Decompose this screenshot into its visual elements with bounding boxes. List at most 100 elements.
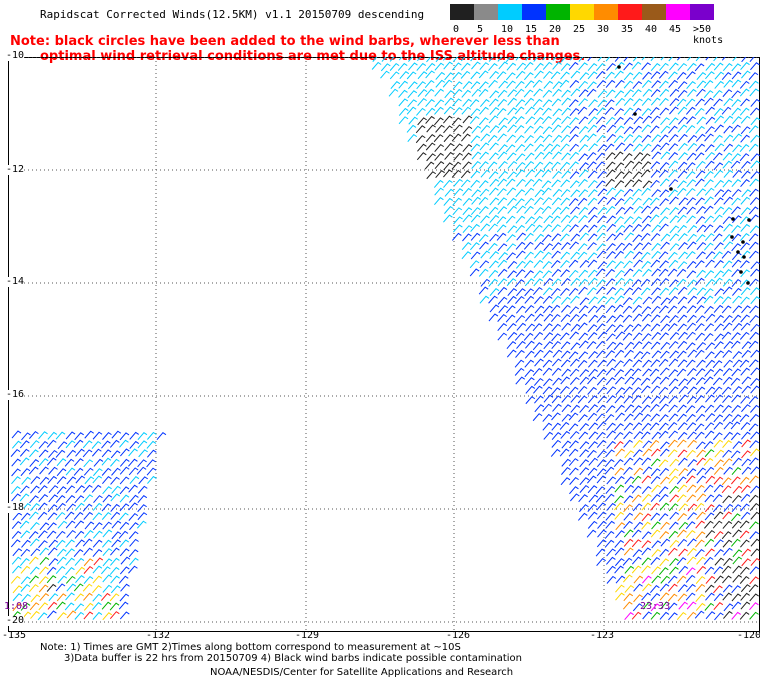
wind-barb bbox=[703, 295, 714, 304]
wind-barb bbox=[704, 97, 714, 106]
wind-barb bbox=[469, 99, 480, 107]
wind-barb bbox=[110, 503, 120, 512]
wind-barb bbox=[687, 225, 698, 233]
wind-barb bbox=[605, 268, 615, 277]
wind-barb bbox=[479, 81, 489, 90]
wind-barb bbox=[749, 413, 760, 422]
wind-barb bbox=[507, 116, 518, 125]
wind-barb bbox=[640, 169, 651, 178]
wind-barb bbox=[560, 296, 571, 305]
wind-barb bbox=[64, 458, 75, 467]
wind-barb bbox=[741, 548, 752, 557]
wind-barb bbox=[578, 143, 589, 152]
wind-barb bbox=[20, 602, 31, 611]
wind-barb bbox=[417, 57, 422, 61]
wind-barb bbox=[650, 359, 661, 368]
wind-barb bbox=[723, 97, 734, 106]
wind-barb bbox=[525, 57, 530, 61]
wind-barb bbox=[433, 134, 444, 143]
wind-barb bbox=[75, 485, 85, 494]
wind-barb bbox=[595, 304, 606, 313]
wind-barb bbox=[605, 485, 616, 494]
wind-barb bbox=[713, 530, 724, 539]
wind-barb bbox=[11, 556, 22, 565]
wind-barb bbox=[498, 117, 509, 126]
wind-barb bbox=[587, 511, 598, 520]
wind-barb bbox=[19, 457, 30, 466]
wind-barb bbox=[65, 557, 75, 566]
wind-barb bbox=[128, 448, 138, 457]
wind-barb bbox=[623, 116, 634, 125]
wind-barb bbox=[659, 403, 669, 412]
wind-barb bbox=[650, 529, 661, 538]
wind-barb bbox=[496, 108, 507, 116]
wind-barb bbox=[515, 189, 526, 198]
wind-barb bbox=[462, 233, 472, 242]
wind-barb bbox=[506, 322, 517, 331]
wind-barb bbox=[55, 530, 66, 539]
wind-barb bbox=[524, 278, 535, 287]
wind-barb bbox=[57, 575, 68, 584]
wind-barb bbox=[732, 556, 743, 565]
wind-barb bbox=[623, 495, 634, 504]
colorbar-swatch bbox=[546, 4, 570, 20]
wind-barb bbox=[443, 162, 453, 171]
wind-barb bbox=[83, 558, 94, 567]
wind-barb bbox=[552, 170, 562, 179]
wind-barb bbox=[605, 278, 616, 287]
wind-barb bbox=[604, 530, 615, 539]
wind-barb bbox=[109, 611, 120, 620]
wind-barb bbox=[551, 422, 562, 431]
wind-barb bbox=[507, 107, 517, 116]
wind-barb bbox=[48, 449, 58, 458]
wind-barb bbox=[435, 170, 445, 179]
wind-barb bbox=[587, 305, 598, 314]
wind-barb bbox=[11, 530, 22, 539]
wind-barb bbox=[20, 565, 31, 574]
wind-barb bbox=[92, 468, 103, 477]
wind-barb bbox=[714, 143, 725, 152]
wind-barb bbox=[723, 557, 733, 566]
wind-barb bbox=[569, 493, 580, 502]
wind-barb bbox=[615, 522, 626, 531]
wind-barb bbox=[704, 584, 715, 593]
wind-barb bbox=[650, 161, 661, 170]
wind-barb bbox=[614, 349, 625, 358]
wind-barb bbox=[389, 71, 400, 80]
wind-barb bbox=[542, 151, 553, 160]
wind-barb bbox=[705, 116, 716, 125]
wind-barb bbox=[623, 538, 634, 547]
wind-barb bbox=[11, 493, 21, 502]
wind-barb bbox=[641, 557, 652, 566]
wind-barb bbox=[532, 323, 543, 332]
wind-barb bbox=[515, 269, 526, 278]
wind-barb bbox=[694, 349, 705, 358]
wind-barb bbox=[660, 117, 670, 126]
wind-barb bbox=[650, 494, 661, 503]
wind-barb bbox=[524, 251, 534, 260]
wind-barb bbox=[83, 511, 94, 520]
wind-barb bbox=[705, 126, 715, 135]
wind-barb bbox=[533, 259, 544, 268]
wind-barb bbox=[569, 224, 579, 233]
wind-barb bbox=[668, 295, 678, 304]
wind-barb bbox=[128, 531, 139, 540]
wind-barb bbox=[469, 115, 480, 124]
wind-barb bbox=[624, 376, 635, 385]
wind-barb bbox=[632, 179, 642, 188]
wind-barb bbox=[640, 232, 651, 241]
wind-barb bbox=[605, 89, 616, 98]
wind-barb bbox=[713, 277, 723, 286]
wind-barb bbox=[543, 341, 554, 350]
wind-barb bbox=[623, 126, 634, 135]
wind-barb bbox=[677, 116, 688, 125]
wind-barb bbox=[731, 394, 741, 403]
wind-barb bbox=[551, 161, 561, 170]
wind-barb bbox=[650, 395, 661, 404]
wind-barb bbox=[110, 575, 120, 584]
wind-barb bbox=[614, 171, 625, 180]
wind-barb bbox=[704, 504, 715, 513]
wind-barb bbox=[435, 57, 445, 63]
wind-barb bbox=[48, 558, 59, 566]
wind-barb bbox=[642, 88, 653, 97]
